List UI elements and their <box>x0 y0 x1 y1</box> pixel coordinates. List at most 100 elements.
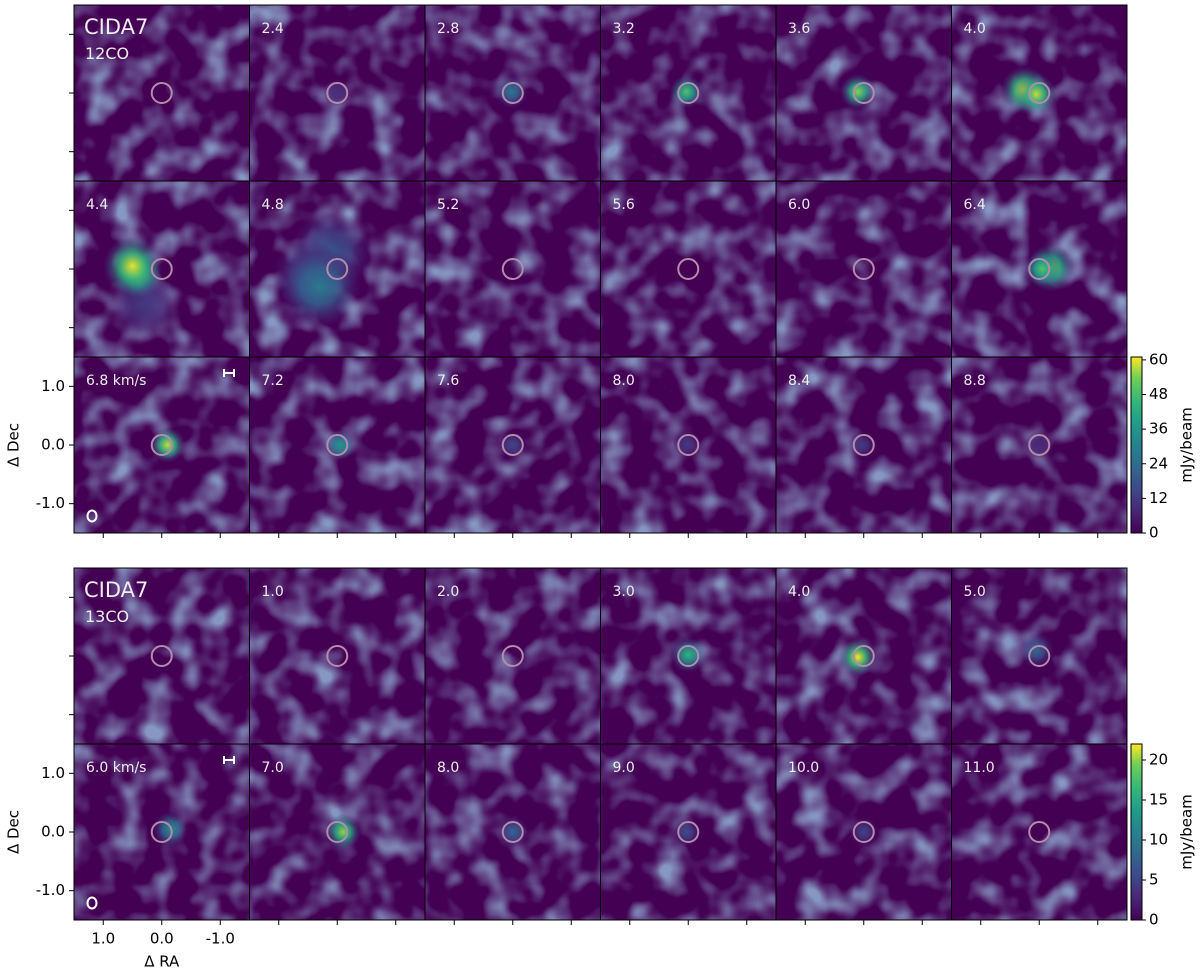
panel: 6.0 <box>775 180 952 358</box>
colorbar-label: mJy/beam <box>1178 794 1196 870</box>
disk-ring <box>150 82 173 104</box>
emission-blob <box>1018 632 1054 668</box>
disk-ring <box>150 821 173 843</box>
disk-ring <box>852 434 875 456</box>
panel: 3.6 <box>775 4 952 182</box>
x-tick-label: -1.0 <box>206 930 235 948</box>
channel-label: 3.2 <box>613 21 635 37</box>
noise <box>425 568 601 744</box>
disk-ring <box>501 821 524 843</box>
disk-ring <box>150 645 173 667</box>
channel-label: 8.4 <box>788 373 810 389</box>
disk-ring <box>677 258 700 280</box>
panel: 2.0 <box>424 567 601 745</box>
channel-label: 7.6 <box>437 373 459 389</box>
emission-blob <box>839 638 877 676</box>
channel-label: 1.0 <box>262 584 284 600</box>
panel: 3.2 <box>600 4 777 182</box>
panel: 2.8 <box>424 4 601 182</box>
disk-ring <box>1028 645 1051 667</box>
channel-label: 8.8 <box>964 373 986 389</box>
colorbar <box>1130 356 1143 534</box>
x-tick-label: 1.0 <box>91 930 115 948</box>
source-label: CIDA7 <box>84 15 148 39</box>
y-tick-label: 1.0 <box>41 377 65 395</box>
channel-label: 9.0 <box>613 760 635 776</box>
emission-blob <box>673 429 702 458</box>
noise <box>74 5 250 181</box>
y-tick-label: -1.0 <box>36 881 65 899</box>
emission-blob <box>278 245 361 328</box>
panel: 4.0 <box>775 567 952 745</box>
panel: 7.2 <box>249 356 426 534</box>
panel: 6.8 km/s <box>73 356 250 534</box>
disk-ring <box>1028 82 1051 104</box>
scale-bar <box>223 369 235 377</box>
colorbar <box>1130 743 1143 921</box>
channel-label: 3.6 <box>788 21 810 37</box>
colorbar-label: mJy/beam <box>1178 407 1196 483</box>
channel-label: 6.8 km/s <box>86 373 146 389</box>
scale-bar <box>223 756 235 764</box>
panel: 7.6 <box>424 356 601 534</box>
colorbar-tick-label: 60 <box>1149 350 1168 368</box>
y-tick-label: 0.0 <box>41 823 65 841</box>
emission-blob <box>150 427 186 463</box>
x-tick-label: 0.0 <box>150 930 174 948</box>
disk-ring <box>852 82 875 104</box>
noise <box>951 744 1127 920</box>
panel: 5.6 <box>600 180 777 358</box>
channel-label: 4.0 <box>964 21 986 37</box>
panel: 4.8 <box>249 180 426 358</box>
channel-label: 6.0 km/s <box>86 760 146 776</box>
emission-blob <box>847 430 877 460</box>
disk-ring <box>1028 258 1051 280</box>
disk-ring <box>852 645 875 667</box>
colorbar-tick-label: 10 <box>1149 831 1168 849</box>
disk-ring <box>1028 821 1051 843</box>
channel-label: 8.0 <box>437 760 459 776</box>
beam <box>86 509 98 523</box>
colorbar-tick-label: 24 <box>1149 454 1168 472</box>
disk-ring <box>1028 434 1051 456</box>
y-tick-label: 1.0 <box>41 764 65 782</box>
noise <box>74 568 250 744</box>
panel: 10.0 <box>775 743 952 921</box>
disk-ring <box>677 645 700 667</box>
panel: 4.4 <box>73 180 250 358</box>
panel: 4.0 <box>951 4 1128 182</box>
beam <box>86 896 98 910</box>
source-label: CIDA7 <box>84 578 148 602</box>
channel-label: 2.8 <box>437 21 459 37</box>
channel-label: 4.0 <box>788 584 810 600</box>
panel: 6.0 km/s <box>73 743 250 921</box>
disk-ring <box>150 258 173 280</box>
panel: 11.0 <box>951 743 1128 921</box>
line-label: 13CO <box>85 607 129 626</box>
colorbar-tick-label: 0 <box>1149 911 1159 929</box>
channel-label: 10.0 <box>788 760 819 776</box>
channel-label: 3.0 <box>613 584 635 600</box>
y-axis-label: Δ Dec <box>5 810 23 854</box>
panel: CIDA7 13CO <box>73 567 250 745</box>
noise <box>600 181 776 357</box>
noise <box>776 181 952 357</box>
panel: 3.0 <box>600 567 777 745</box>
channel-label: 7.2 <box>262 373 284 389</box>
emission-blob <box>324 429 356 461</box>
disk-ring <box>677 434 700 456</box>
disk-ring <box>677 821 700 843</box>
channel-label: 8.0 <box>613 373 635 389</box>
channel-label: 4.4 <box>86 197 108 213</box>
disk-ring <box>326 258 349 280</box>
disk-ring <box>852 821 875 843</box>
panel: 7.0 <box>249 743 426 921</box>
line-label: 12CO <box>85 44 129 63</box>
panel: 2.4 <box>249 4 426 182</box>
colorbar-tick-label: 5 <box>1149 871 1159 889</box>
panel: 5.2 <box>424 180 601 358</box>
emission-blob <box>103 236 162 296</box>
y-tick-label: -1.0 <box>36 494 65 512</box>
panel: 8.0 <box>424 743 601 921</box>
